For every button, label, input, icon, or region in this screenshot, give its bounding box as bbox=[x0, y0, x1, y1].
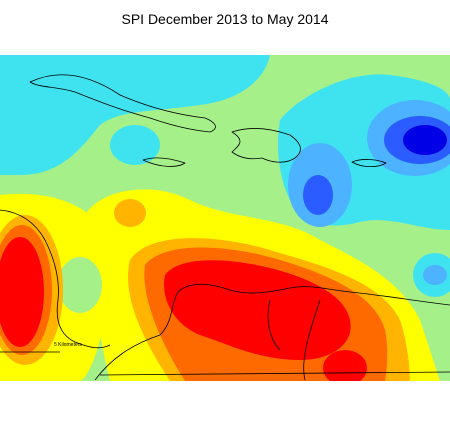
coastline bbox=[231, 128, 301, 163]
coastline bbox=[267, 299, 321, 381]
dry-zone bbox=[0, 237, 44, 347]
coastline bbox=[142, 157, 186, 167]
map-title: SPI December 2013 to May 2014 bbox=[121, 11, 328, 27]
scale-label: 5 Kilometers bbox=[54, 342, 82, 348]
wet-zone bbox=[303, 175, 333, 215]
dry-zone bbox=[323, 350, 367, 381]
wet-zone bbox=[423, 265, 447, 285]
map-area bbox=[0, 55, 450, 381]
wet-zone bbox=[403, 125, 447, 155]
coastline bbox=[0, 209, 450, 381]
wet-zone bbox=[110, 125, 160, 165]
coastline bbox=[351, 159, 387, 168]
dry-zone bbox=[114, 199, 146, 227]
wet-zone bbox=[0, 55, 210, 125]
coastline bbox=[29, 74, 216, 133]
coastline bbox=[99, 371, 450, 376]
background-zone bbox=[58, 257, 102, 313]
